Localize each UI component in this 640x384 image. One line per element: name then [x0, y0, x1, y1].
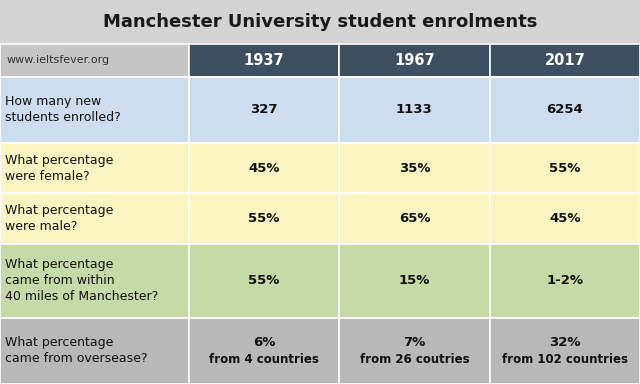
Text: 1133: 1133 [396, 103, 433, 116]
Text: 6%: 6% [253, 336, 275, 349]
Bar [189, 44, 339, 77]
Bar [189, 143, 339, 194]
Text: Manchester University student enrolments: Manchester University student enrolments [103, 13, 537, 31]
Bar [490, 194, 640, 243]
Bar [339, 194, 490, 243]
Bar [189, 318, 339, 384]
Text: What percentage
came from within
40 miles of Manchester?: What percentage came from within 40 mile… [5, 258, 158, 303]
Bar [490, 44, 640, 77]
Bar [339, 44, 490, 77]
Text: 55%: 55% [248, 274, 280, 287]
Text: from 26 coutries: from 26 coutries [360, 353, 469, 366]
Text: from 102 countries: from 102 countries [502, 353, 628, 366]
Text: 45%: 45% [248, 162, 280, 175]
Bar [490, 243, 640, 318]
Text: 1-2%: 1-2% [547, 274, 583, 287]
Bar [189, 243, 339, 318]
Bar [339, 318, 490, 384]
Bar [0, 318, 189, 384]
Text: What percentage
came from oversease?: What percentage came from oversease? [5, 336, 148, 365]
Text: www.ieltsfever.org: www.ieltsfever.org [6, 55, 109, 66]
Bar [339, 77, 490, 143]
Text: 6254: 6254 [547, 103, 583, 116]
Bar [0, 194, 189, 243]
Text: from 4 countries: from 4 countries [209, 353, 319, 366]
Text: What percentage
were male?: What percentage were male? [5, 204, 113, 233]
Text: 55%: 55% [248, 212, 280, 225]
Bar [490, 318, 640, 384]
Bar [0, 243, 189, 318]
Bar [0, 44, 189, 77]
Bar [490, 143, 640, 194]
Text: 1937: 1937 [244, 53, 284, 68]
Text: 1967: 1967 [394, 53, 435, 68]
Text: What percentage
were female?: What percentage were female? [5, 154, 113, 183]
Text: 32%: 32% [549, 336, 580, 349]
Bar [189, 77, 339, 143]
Text: 15%: 15% [399, 274, 430, 287]
Text: 2017: 2017 [545, 53, 585, 68]
Bar [339, 143, 490, 194]
Bar [0, 143, 189, 194]
Bar [0, 77, 189, 143]
Text: 65%: 65% [399, 212, 430, 225]
Text: How many new
students enrolled?: How many new students enrolled? [5, 96, 121, 124]
Bar [189, 194, 339, 243]
Bar [339, 243, 490, 318]
Text: 7%: 7% [403, 336, 426, 349]
Text: 35%: 35% [399, 162, 430, 175]
Text: 45%: 45% [549, 212, 580, 225]
Text: 55%: 55% [549, 162, 580, 175]
Text: 327: 327 [250, 103, 278, 116]
Bar [490, 77, 640, 143]
